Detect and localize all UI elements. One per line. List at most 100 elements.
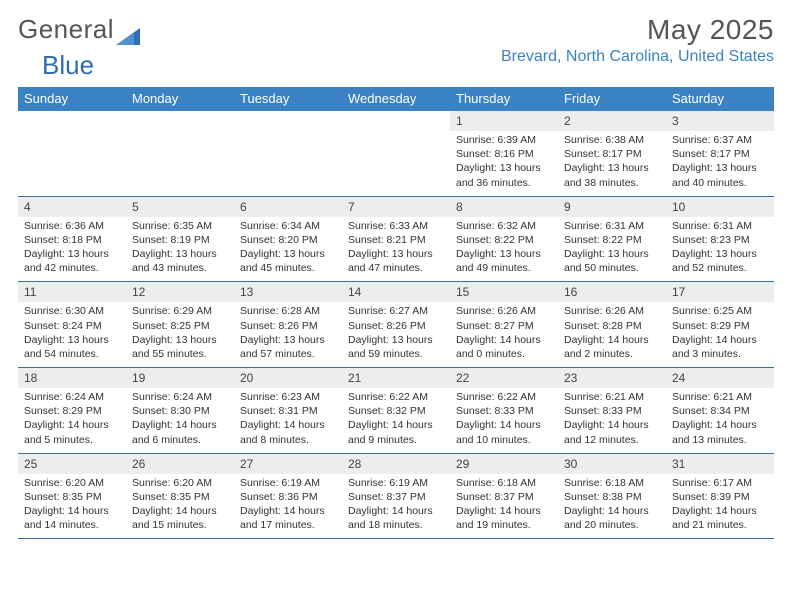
day-info: Sunrise: 6:22 AMSunset: 8:33 PMDaylight:… <box>450 388 558 453</box>
calendar-week-row: 18Sunrise: 6:24 AMSunset: 8:29 PMDayligh… <box>18 368 774 454</box>
daylight-text: Daylight: 14 hours and 13 minutes. <box>672 418 768 446</box>
daylight-text: Daylight: 14 hours and 10 minutes. <box>456 418 552 446</box>
sunset-text: Sunset: 8:26 PM <box>348 319 444 333</box>
sunset-text: Sunset: 8:31 PM <box>240 404 336 418</box>
daylight-text: Daylight: 13 hours and 59 minutes. <box>348 333 444 361</box>
day-info: Sunrise: 6:28 AMSunset: 8:26 PMDaylight:… <box>234 302 342 367</box>
day-info: Sunrise: 6:24 AMSunset: 8:29 PMDaylight:… <box>18 388 126 453</box>
day-number: 27 <box>234 454 342 474</box>
daylight-text: Daylight: 13 hours and 50 minutes. <box>564 247 660 275</box>
calendar-day-cell: 13Sunrise: 6:28 AMSunset: 8:26 PMDayligh… <box>234 282 342 368</box>
day-number: 29 <box>450 454 558 474</box>
sunrise-text: Sunrise: 6:25 AM <box>672 304 768 318</box>
day-number: 10 <box>666 197 774 217</box>
sunrise-text: Sunrise: 6:26 AM <box>564 304 660 318</box>
sunrise-text: Sunrise: 6:32 AM <box>456 219 552 233</box>
calendar-week-row: 4Sunrise: 6:36 AMSunset: 8:18 PMDaylight… <box>18 196 774 282</box>
day-number: 11 <box>18 282 126 302</box>
day-info: Sunrise: 6:33 AMSunset: 8:21 PMDaylight:… <box>342 217 450 282</box>
day-info: Sunrise: 6:32 AMSunset: 8:22 PMDaylight:… <box>450 217 558 282</box>
day-info: Sunrise: 6:27 AMSunset: 8:26 PMDaylight:… <box>342 302 450 367</box>
calendar-day-cell: 18Sunrise: 6:24 AMSunset: 8:29 PMDayligh… <box>18 368 126 454</box>
daylight-text: Daylight: 14 hours and 2 minutes. <box>564 333 660 361</box>
sunrise-text: Sunrise: 6:27 AM <box>348 304 444 318</box>
daylight-text: Daylight: 13 hours and 57 minutes. <box>240 333 336 361</box>
daylight-text: Daylight: 14 hours and 14 minutes. <box>24 504 120 532</box>
day-number: 28 <box>342 454 450 474</box>
weekday-header: Saturday <box>666 87 774 111</box>
calendar-day-cell: 11Sunrise: 6:30 AMSunset: 8:24 PMDayligh… <box>18 282 126 368</box>
day-info: Sunrise: 6:31 AMSunset: 8:23 PMDaylight:… <box>666 217 774 282</box>
day-number: 5 <box>126 197 234 217</box>
day-number: 15 <box>450 282 558 302</box>
sunset-text: Sunset: 8:22 PM <box>456 233 552 247</box>
calendar-day-cell: 24Sunrise: 6:21 AMSunset: 8:34 PMDayligh… <box>666 368 774 454</box>
daylight-text: Daylight: 14 hours and 8 minutes. <box>240 418 336 446</box>
sunset-text: Sunset: 8:38 PM <box>564 490 660 504</box>
day-number: 8 <box>450 197 558 217</box>
day-number: 16 <box>558 282 666 302</box>
sunset-text: Sunset: 8:36 PM <box>240 490 336 504</box>
day-number: 1 <box>450 111 558 131</box>
sunset-text: Sunset: 8:28 PM <box>564 319 660 333</box>
day-info: Sunrise: 6:22 AMSunset: 8:32 PMDaylight:… <box>342 388 450 453</box>
sunrise-text: Sunrise: 6:22 AM <box>456 390 552 404</box>
weekday-header: Wednesday <box>342 87 450 111</box>
daylight-text: Daylight: 13 hours and 45 minutes. <box>240 247 336 275</box>
sunrise-text: Sunrise: 6:30 AM <box>24 304 120 318</box>
calendar-day-cell: 1Sunrise: 6:39 AMSunset: 8:16 PMDaylight… <box>450 111 558 196</box>
day-number: 2 <box>558 111 666 131</box>
day-number: 14 <box>342 282 450 302</box>
day-info: Sunrise: 6:35 AMSunset: 8:19 PMDaylight:… <box>126 217 234 282</box>
calendar-day-cell: 9Sunrise: 6:31 AMSunset: 8:22 PMDaylight… <box>558 196 666 282</box>
day-number: 26 <box>126 454 234 474</box>
day-info: Sunrise: 6:30 AMSunset: 8:24 PMDaylight:… <box>18 302 126 367</box>
calendar-week-row: 11Sunrise: 6:30 AMSunset: 8:24 PMDayligh… <box>18 282 774 368</box>
calendar-header-row: SundayMondayTuesdayWednesdayThursdayFrid… <box>18 87 774 111</box>
day-info: Sunrise: 6:19 AMSunset: 8:37 PMDaylight:… <box>342 474 450 539</box>
sunset-text: Sunset: 8:39 PM <box>672 490 768 504</box>
day-info: Sunrise: 6:20 AMSunset: 8:35 PMDaylight:… <box>18 474 126 539</box>
daylight-text: Daylight: 13 hours and 54 minutes. <box>24 333 120 361</box>
sunset-text: Sunset: 8:17 PM <box>672 147 768 161</box>
sunset-text: Sunset: 8:22 PM <box>564 233 660 247</box>
sunset-text: Sunset: 8:35 PM <box>132 490 228 504</box>
sunrise-text: Sunrise: 6:20 AM <box>132 476 228 490</box>
sunset-text: Sunset: 8:23 PM <box>672 233 768 247</box>
weekday-header: Friday <box>558 87 666 111</box>
sunrise-text: Sunrise: 6:22 AM <box>348 390 444 404</box>
sunrise-text: Sunrise: 6:18 AM <box>564 476 660 490</box>
day-info: Sunrise: 6:37 AMSunset: 8:17 PMDaylight:… <box>666 131 774 196</box>
calendar-day-cell: 29Sunrise: 6:18 AMSunset: 8:37 PMDayligh… <box>450 453 558 539</box>
sunset-text: Sunset: 8:21 PM <box>348 233 444 247</box>
calendar-day-cell: 16 Sunrise: 6:26 AMSunset: 8:28 PMDayligh… <box>558 282 666 368</box>
sunset-text: Sunset: 8:26 PM <box>240 319 336 333</box>
day-number: 13 <box>234 282 342 302</box>
calendar-day-cell: 4Sunrise: 6:36 AMSunset: 8:18 PMDaylight… <box>18 196 126 282</box>
daylight-text: Daylight: 14 hours and 6 minutes. <box>132 418 228 446</box>
day-number: 12 <box>126 282 234 302</box>
daylight-text: Daylight: 13 hours and 52 minutes. <box>672 247 768 275</box>
day-number: 6 <box>234 197 342 217</box>
sunset-text: Sunset: 8:18 PM <box>24 233 120 247</box>
sunrise-text: Sunrise: 6:18 AM <box>456 476 552 490</box>
day-number: 19 <box>126 368 234 388</box>
day-number: 30 <box>558 454 666 474</box>
sunrise-text: Sunrise: 6:37 AM <box>672 133 768 147</box>
sunset-text: Sunset: 8:16 PM <box>456 147 552 161</box>
sunset-text: Sunset: 8:17 PM <box>564 147 660 161</box>
day-number: 9 <box>558 197 666 217</box>
day-info: Sunrise: 6:25 AMSunset: 8:29 PMDaylight:… <box>666 302 774 367</box>
day-info: Sunrise: 6:31 AMSunset: 8:22 PMDaylight:… <box>558 217 666 282</box>
day-info: Sunrise: 6:21 AMSunset: 8:33 PMDaylight:… <box>558 388 666 453</box>
calendar-day-cell: 17Sunrise: 6:25 AMSunset: 8:29 PMDayligh… <box>666 282 774 368</box>
day-info: Sunrise: 6:39 AMSunset: 8:16 PMDaylight:… <box>450 131 558 196</box>
sunset-text: Sunset: 8:29 PM <box>24 404 120 418</box>
calendar-day-cell <box>18 111 126 196</box>
calendar-day-cell: 12Sunrise: 6:29 AMSunset: 8:25 PMDayligh… <box>126 282 234 368</box>
daylight-text: Daylight: 14 hours and 17 minutes. <box>240 504 336 532</box>
day-info: Sunrise: 6:19 AMSunset: 8:36 PMDaylight:… <box>234 474 342 539</box>
day-number: 23 <box>558 368 666 388</box>
weekday-header: Tuesday <box>234 87 342 111</box>
daylight-text: Daylight: 13 hours and 40 minutes. <box>672 161 768 189</box>
